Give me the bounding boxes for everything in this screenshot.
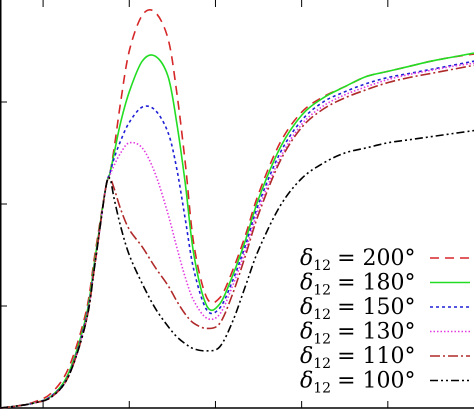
series-line-3 [0,62,474,409]
legend-label-2: δ12 = 150° [300,295,416,323]
legend-label-5: δ12 = 100° [300,369,416,397]
series-line-4 [0,64,474,409]
legend: δ12 = 200°δ12 = 180°δ12 = 150°δ12 = 130°δ12 =… [300,246,470,397]
series-layer [0,8,474,409]
legend-label-1: δ12 = 180° [300,271,416,299]
legend-label-4: δ12 = 110° [300,344,416,372]
series-line-5 [0,129,474,409]
legend-label-0: δ12 = 200° [300,246,416,274]
legend-label-3: δ12 = 130° [300,320,416,348]
